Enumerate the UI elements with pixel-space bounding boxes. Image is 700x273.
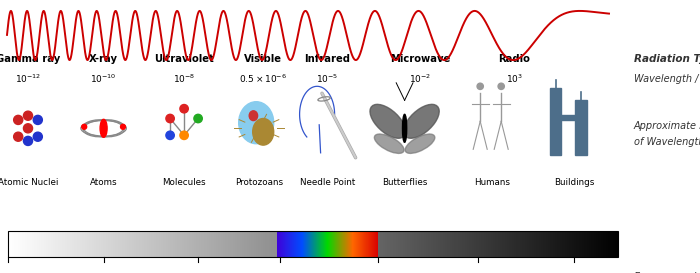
Text: $10^{16}$: $10^{16}$	[187, 272, 209, 273]
Text: $10^{-8}$: $10^{-8}$	[173, 73, 195, 85]
Ellipse shape	[253, 118, 274, 145]
Text: $10^{18}$: $10^{18}$	[92, 272, 115, 273]
Text: Radiation Type: Radiation Type	[634, 54, 700, 64]
Ellipse shape	[249, 111, 258, 121]
Ellipse shape	[405, 134, 435, 153]
Ellipse shape	[120, 124, 125, 129]
Ellipse shape	[194, 114, 202, 123]
Ellipse shape	[14, 115, 23, 124]
Ellipse shape	[498, 83, 504, 90]
Ellipse shape	[180, 105, 188, 113]
Text: Wavelength / m: Wavelength / m	[634, 74, 700, 84]
Ellipse shape	[34, 115, 42, 124]
Text: Microwave: Microwave	[390, 54, 450, 64]
Text: Needle Point: Needle Point	[300, 179, 355, 187]
Text: Humans: Humans	[474, 179, 510, 187]
Ellipse shape	[24, 111, 32, 120]
Text: $10^{-2}$: $10^{-2}$	[409, 73, 431, 85]
Ellipse shape	[82, 124, 87, 129]
Text: $10^{3}$: $10^{3}$	[506, 73, 523, 85]
Bar	[550, 88, 561, 155]
Text: Infrared: Infrared	[304, 54, 351, 64]
Bar	[561, 115, 581, 120]
Ellipse shape	[180, 131, 188, 140]
Text: Atoms: Atoms	[90, 179, 118, 187]
Text: Gamma ray: Gamma ray	[0, 54, 60, 64]
Ellipse shape	[239, 102, 274, 144]
Text: $10^{20}$: $10^{20}$	[0, 272, 20, 273]
Text: $10^{-10}$: $10^{-10}$	[90, 73, 117, 85]
Ellipse shape	[14, 132, 23, 141]
Ellipse shape	[402, 114, 407, 142]
Text: $10^{-5}$: $10^{-5}$	[316, 73, 339, 85]
Text: Buildings: Buildings	[554, 179, 594, 187]
Ellipse shape	[370, 104, 405, 138]
Text: $0.5 \times 10^{-6}$: $0.5 \times 10^{-6}$	[239, 73, 286, 85]
Text: of Wavelength: of Wavelength	[634, 137, 700, 147]
Text: Ultraviolet: Ultraviolet	[154, 54, 214, 64]
Ellipse shape	[477, 83, 483, 90]
Text: Radio: Radio	[498, 54, 531, 64]
Ellipse shape	[100, 119, 107, 137]
Text: Frequency / Hz: Frequency / Hz	[634, 272, 700, 273]
Ellipse shape	[101, 129, 106, 134]
Text: Butterflies: Butterflies	[382, 179, 427, 187]
Text: $10^{4}$: $10^{4}$	[565, 272, 583, 273]
Ellipse shape	[24, 124, 32, 133]
Text: Atomic Nuclei: Atomic Nuclei	[0, 179, 58, 187]
Text: $10^{15}$: $10^{15}$	[269, 272, 291, 273]
Text: Molecules: Molecules	[162, 179, 206, 187]
Ellipse shape	[166, 114, 174, 123]
Ellipse shape	[24, 136, 32, 146]
Text: $10^{12}$: $10^{12}$	[367, 272, 389, 273]
Text: Approximate Scale: Approximate Scale	[634, 121, 700, 130]
Ellipse shape	[34, 132, 42, 141]
Text: Protozoans: Protozoans	[235, 179, 283, 187]
Text: Visible: Visible	[244, 54, 281, 64]
Text: X-ray: X-ray	[89, 54, 118, 64]
Bar	[575, 100, 587, 155]
Text: $^{8}10$: $^{8}10$	[469, 272, 487, 273]
Text: $10^{-12}$: $10^{-12}$	[15, 73, 41, 85]
Ellipse shape	[404, 104, 439, 138]
Ellipse shape	[166, 131, 174, 140]
Ellipse shape	[374, 134, 404, 153]
